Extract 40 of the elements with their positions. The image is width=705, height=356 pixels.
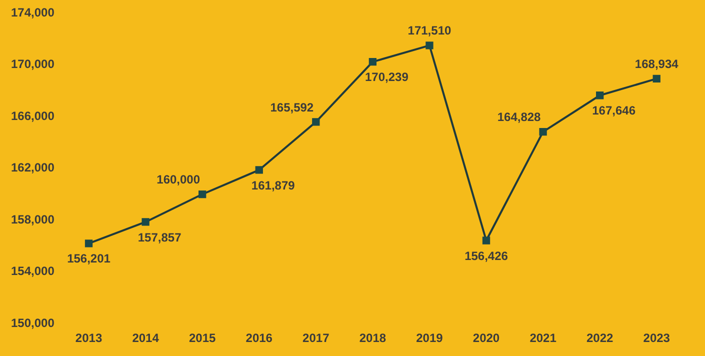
x-tick-label: 2022 <box>586 331 614 346</box>
x-tick-label: 2020 <box>472 331 500 346</box>
y-tick-label: 150,000 <box>10 316 55 330</box>
y-tick-label: 166,000 <box>10 108 55 123</box>
x-tick-label: 2015 <box>188 331 216 346</box>
data-label: 156,426 <box>464 248 508 263</box>
x-tick-label: 2023 <box>643 331 670 346</box>
point <box>142 218 150 226</box>
point <box>539 128 547 136</box>
point <box>596 92 604 100</box>
point <box>652 74 660 83</box>
y-tick-label: 158,000 <box>10 212 55 226</box>
point <box>368 58 377 66</box>
x-tick-label: 2019 <box>416 331 444 346</box>
point <box>84 240 93 248</box>
x-tick-label: 2013 <box>75 331 102 346</box>
data-label: 171,510 <box>408 24 452 38</box>
point <box>255 166 263 174</box>
point <box>312 118 320 126</box>
data-label: 157,857 <box>138 230 182 244</box>
y-tick-label: 170,000 <box>10 57 55 72</box>
data-label: 165,592 <box>270 100 314 114</box>
point <box>482 236 490 244</box>
x-tick-label: 2014 <box>132 331 160 346</box>
x-tick-label: 2016 <box>246 331 273 346</box>
data-label: 168,934 <box>634 57 679 72</box>
y-tick-label: 162,000 <box>10 160 55 175</box>
data-label: 156,201 <box>67 252 111 266</box>
x-tick-label: 2021 <box>530 331 557 346</box>
x-tick-label: 2017 <box>302 331 330 346</box>
point <box>198 190 206 198</box>
data-label: 164,828 <box>497 110 542 124</box>
x-tick-label: 2018 <box>359 331 386 346</box>
y-tick-label: 174,000 <box>10 6 55 20</box>
y-tick-label: 154,000 <box>10 264 55 278</box>
data-label: 170,239 <box>364 70 409 84</box>
data-label: 160,000 <box>156 172 200 187</box>
data-label: 161,879 <box>251 178 296 192</box>
data-label: 167,646 <box>592 104 636 118</box>
point <box>426 42 434 50</box>
